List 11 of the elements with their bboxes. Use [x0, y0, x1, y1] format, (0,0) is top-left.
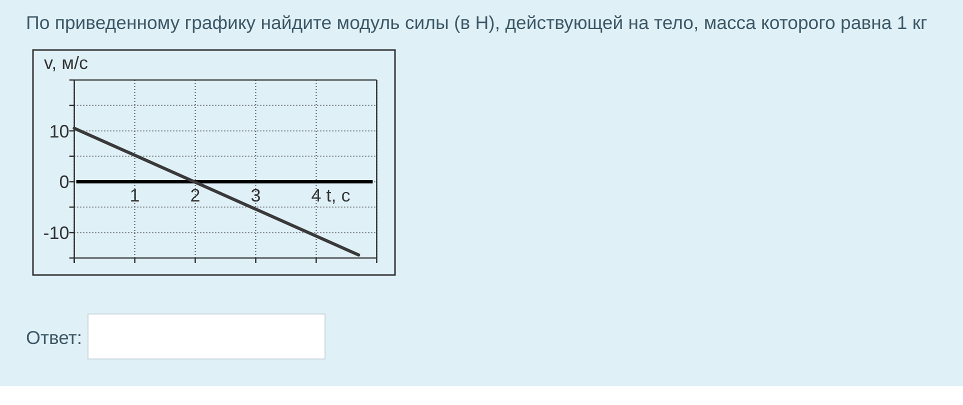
x-axis-title: t, с	[326, 186, 350, 206]
y-axis-title: v, м/с	[44, 53, 88, 73]
text: Ответ:	[26, 327, 82, 348]
x-tick-label: 1	[130, 186, 140, 206]
y-tick-label: 0	[59, 172, 70, 192]
y-tick-label: -10	[43, 223, 70, 244]
x-tick-label: 2	[190, 186, 200, 206]
x-tick-label: 3	[250, 186, 261, 206]
x-tick-label: 4	[311, 186, 322, 206]
y-tick-label: 10	[49, 121, 70, 142]
text: По приведенному графику найдите модуль силы (в Н), действующей на тело, масса которого равна 1 кг	[26, 12, 928, 33]
